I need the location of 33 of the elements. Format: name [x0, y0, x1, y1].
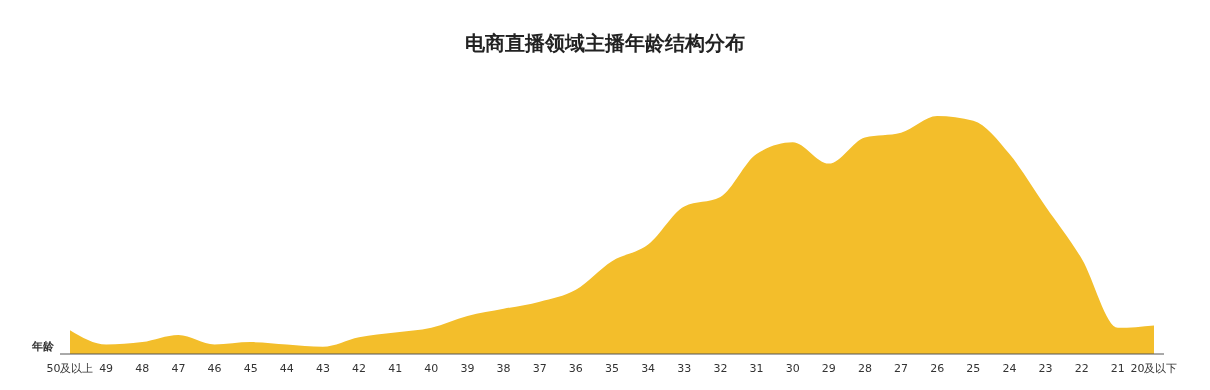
x-tick-label: 33 — [677, 362, 692, 375]
x-tick-label: 35 — [605, 362, 619, 375]
x-axis-title: 年龄 — [31, 340, 55, 353]
x-tick-label: 41 — [388, 362, 403, 375]
x-tick-label: 31 — [749, 362, 764, 375]
x-tick-label: 38 — [496, 362, 511, 375]
x-tick-label: 30 — [785, 362, 800, 375]
chart-title: 电商直播领域主播年龄结构分布 — [465, 31, 745, 55]
x-tick-label: 20及以下 — [1130, 362, 1178, 375]
x-tick-label: 39 — [460, 362, 475, 375]
x-tick-label: 34 — [641, 362, 656, 375]
x-tick-label: 25 — [966, 362, 981, 375]
x-tick-label: 43 — [315, 362, 330, 375]
x-tick-label: 29 — [821, 362, 836, 375]
x-tick-label: 45 — [243, 362, 258, 375]
x-tick-label: 21 — [1110, 362, 1125, 375]
x-tick-label: 36 — [568, 362, 583, 375]
x-tick-label: 48 — [135, 362, 150, 375]
x-tick-label: 32 — [713, 362, 728, 375]
x-tick-label: 28 — [857, 362, 872, 375]
x-tick-label: 22 — [1074, 362, 1089, 375]
x-tick-label: 40 — [424, 362, 439, 375]
x-tick-label: 42 — [352, 362, 367, 375]
x-tick-label: 23 — [1038, 362, 1053, 375]
x-tick-label: 46 — [207, 362, 222, 375]
x-tick-label: 27 — [894, 362, 909, 375]
x-tick-label: 47 — [171, 362, 186, 375]
x-tick-label: 24 — [1002, 362, 1017, 375]
x-tick-label: 49 — [99, 362, 114, 375]
x-tick-label: 37 — [532, 362, 547, 375]
x-tick-label: 50及以上 — [46, 362, 94, 375]
x-tick-label: 26 — [930, 362, 945, 375]
x-tick-label: 44 — [279, 362, 294, 375]
